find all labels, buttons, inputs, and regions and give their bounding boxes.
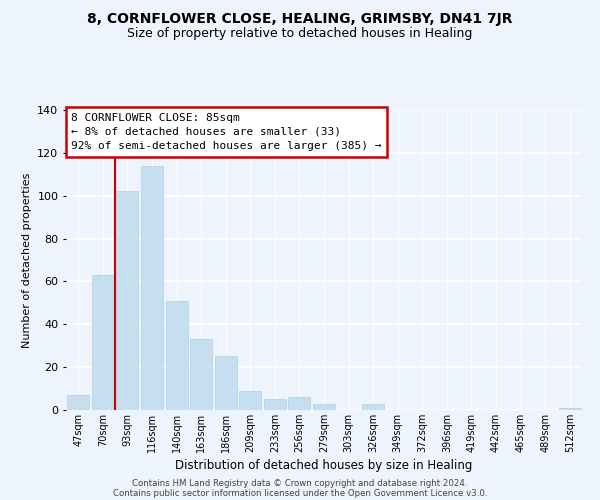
Text: Contains public sector information licensed under the Open Government Licence v3: Contains public sector information licen…: [113, 488, 487, 498]
Bar: [141, 166, 163, 410]
Bar: [92, 275, 114, 410]
Bar: [313, 404, 335, 410]
Bar: [362, 404, 384, 410]
Text: 8, CORNFLOWER CLOSE, HEALING, GRIMSBY, DN41 7JR: 8, CORNFLOWER CLOSE, HEALING, GRIMSBY, D…: [87, 12, 513, 26]
Y-axis label: Number of detached properties: Number of detached properties: [22, 172, 32, 348]
Bar: [239, 390, 262, 410]
Text: Size of property relative to detached houses in Healing: Size of property relative to detached ho…: [127, 28, 473, 40]
Bar: [116, 192, 139, 410]
Bar: [264, 400, 286, 410]
Text: Contains HM Land Registry data © Crown copyright and database right 2024.: Contains HM Land Registry data © Crown c…: [132, 478, 468, 488]
Bar: [559, 408, 581, 410]
X-axis label: Distribution of detached houses by size in Healing: Distribution of detached houses by size …: [175, 459, 473, 472]
Bar: [289, 397, 310, 410]
Bar: [67, 395, 89, 410]
Text: 8 CORNFLOWER CLOSE: 85sqm
← 8% of detached houses are smaller (33)
92% of semi-d: 8 CORNFLOWER CLOSE: 85sqm ← 8% of detach…: [71, 113, 382, 151]
Bar: [215, 356, 237, 410]
Bar: [190, 340, 212, 410]
Bar: [166, 300, 188, 410]
